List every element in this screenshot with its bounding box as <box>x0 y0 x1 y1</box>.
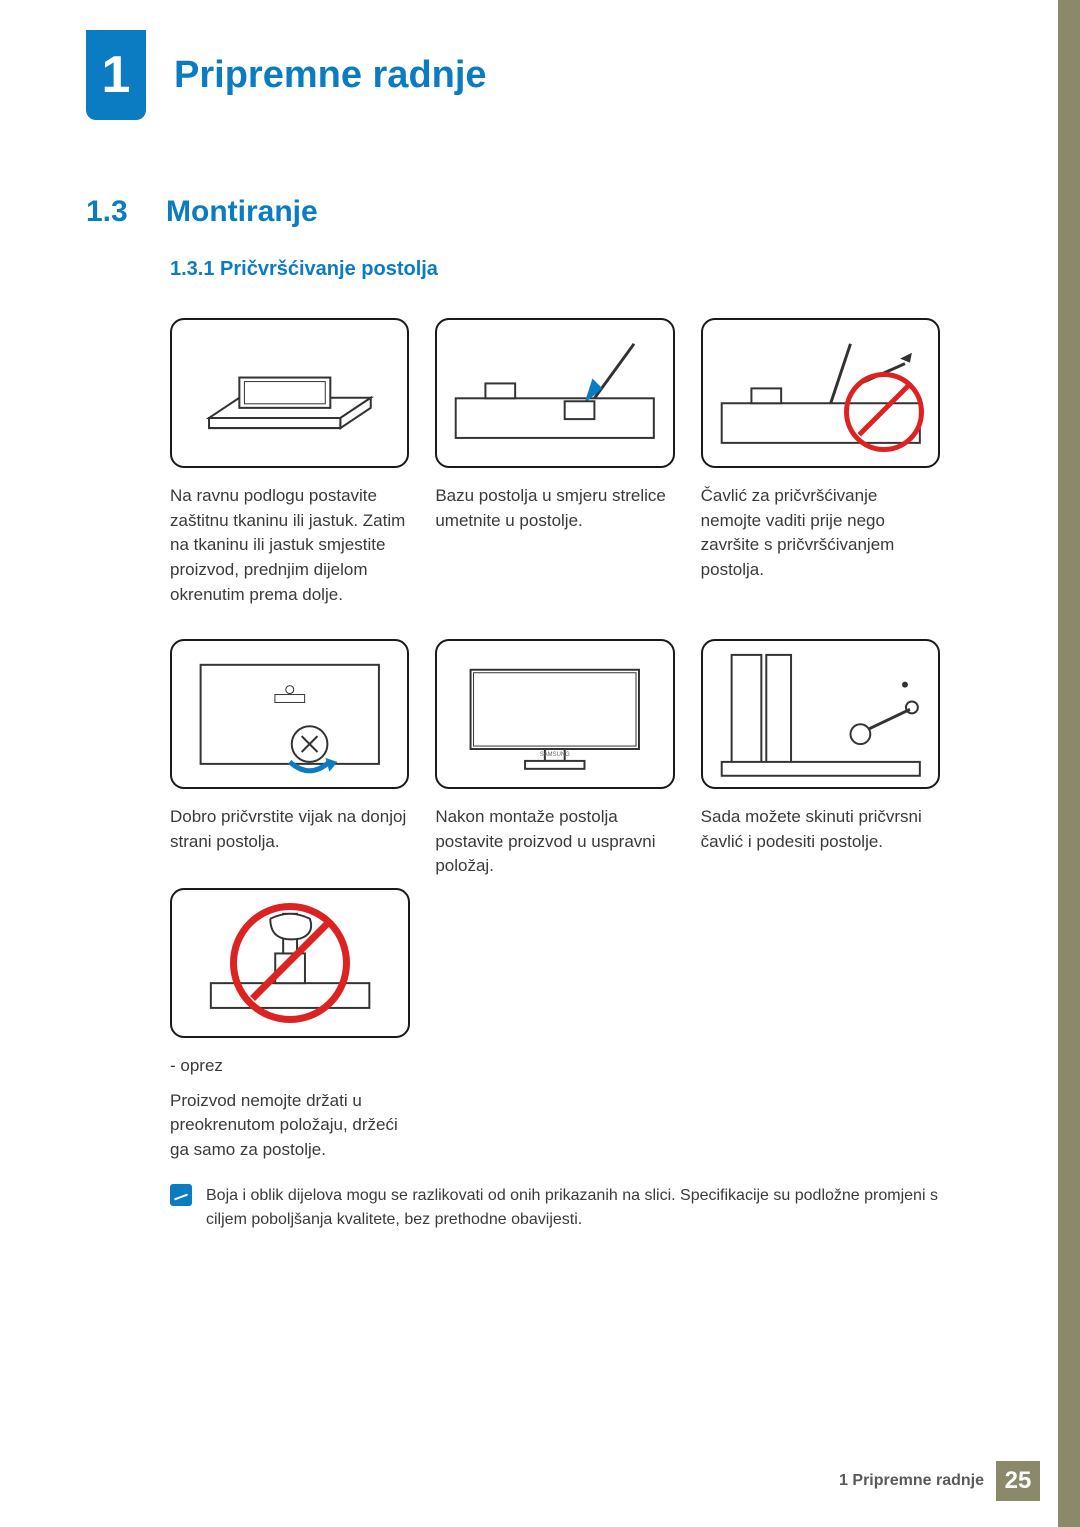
chapter-title: Pripremne radnje <box>174 54 487 97</box>
step-5-caption: Nakon montaže postolja postavite proizvo… <box>435 805 674 879</box>
footer: 1 Pripremne radnje 25 <box>839 1461 1040 1501</box>
step-7-diagram <box>170 888 410 1038</box>
side-band <box>1058 0 1080 1527</box>
prohibit-icon <box>230 903 350 1023</box>
section-header: 1.3 Montiranje <box>86 195 318 229</box>
page-number: 25 <box>996 1461 1040 1501</box>
step-6-diagram <box>701 639 940 789</box>
step-7-line1: - oprez <box>170 1054 410 1079</box>
step-4-diagram <box>170 639 409 789</box>
prohibit-icon <box>844 372 924 452</box>
step-7: - oprez Proizvod nemojte držati u preokr… <box>170 888 410 1163</box>
step-4-caption: Dobro pričvrstite vijak na donjoj strani… <box>170 805 409 854</box>
step-2: Bazu postolja u smjeru strelice umetnite… <box>435 318 674 607</box>
step-3-diagram <box>701 318 940 468</box>
note-icon <box>170 1184 192 1206</box>
chapter-header: 1 Pripremne radnje <box>86 30 487 120</box>
note-text: Boja i oblik dijelova mogu se razlikovat… <box>206 1184 940 1232</box>
step-6: Sada možete skinuti pričvrsni čavlić i p… <box>701 639 940 879</box>
step-4: Dobro pričvrstite vijak na donjoj strani… <box>170 639 409 879</box>
step-1-caption: Na ravnu podlogu postavite zaštitnu tkan… <box>170 484 409 607</box>
step-1-diagram <box>170 318 409 468</box>
step-3: Čavlić za pričvršćivanje nemojte vaditi … <box>701 318 940 607</box>
step-2-diagram <box>435 318 674 468</box>
note: Boja i oblik dijelova mogu se razlikovat… <box>170 1184 940 1232</box>
steps-grid: Na ravnu podlogu postavite zaštitnu tkan… <box>170 318 940 879</box>
footer-label: 1 Pripremne radnje <box>839 1472 984 1490</box>
step-5-diagram: SAMSUNG <box>435 639 674 789</box>
step-5: SAMSUNG Nakon montaže postolja postavite… <box>435 639 674 879</box>
step-7-caption: - oprez Proizvod nemojte držati u preokr… <box>170 1054 410 1163</box>
step-7-line2: Proizvod nemojte držati u preokrenutom p… <box>170 1089 410 1163</box>
svg-text:SAMSUNG: SAMSUNG <box>540 752 570 758</box>
step-3-caption: Čavlić za pričvršćivanje nemojte vaditi … <box>701 484 940 583</box>
subsection-header: 1.3.1 Pričvršćivanje postolja <box>170 258 438 281</box>
step-2-caption: Bazu postolja u smjeru strelice umetnite… <box>435 484 674 533</box>
chapter-number-badge: 1 <box>86 30 146 120</box>
subsection-number: 1.3.1 <box>170 258 214 280</box>
step-6-caption: Sada možete skinuti pričvrsni čavlić i p… <box>701 805 940 854</box>
section-title: Montiranje <box>166 195 318 229</box>
subsection-title: Pričvršćivanje postolja <box>220 258 438 280</box>
section-number: 1.3 <box>86 195 166 229</box>
step-1: Na ravnu podlogu postavite zaštitnu tkan… <box>170 318 409 607</box>
